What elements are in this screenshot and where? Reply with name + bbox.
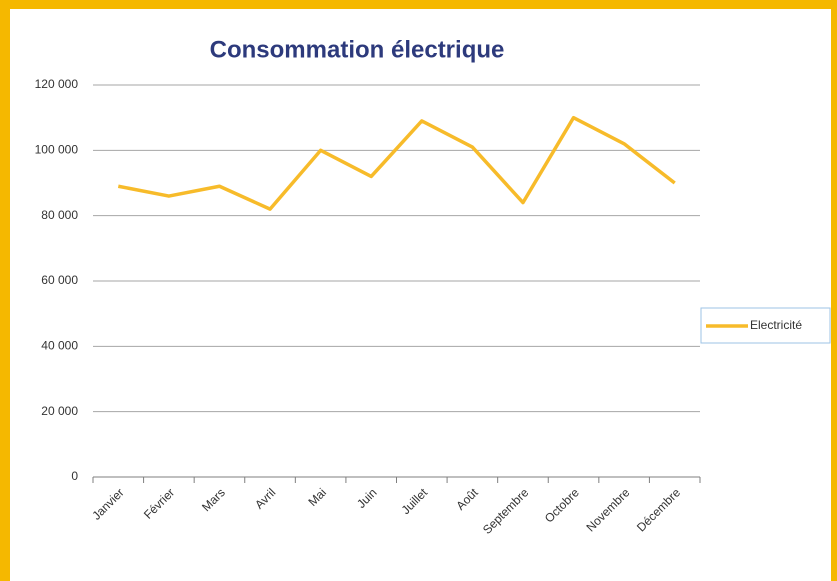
y-tick-label: 40 000 [41, 339, 78, 353]
x-tick-label: Mai [305, 485, 329, 509]
x-tick-label: Février [141, 485, 177, 521]
chart-title: Consommation électrique [210, 36, 505, 63]
x-tick-label: Juin [354, 485, 379, 510]
x-tick-label: Mars [199, 485, 228, 514]
y-tick-label: 60 000 [41, 273, 78, 287]
x-tick-label: Janvier [89, 485, 126, 522]
data-line [117, 115, 676, 211]
x-tick-label: Septembre [480, 485, 532, 537]
x-tick-label: Juillet [399, 485, 431, 517]
x-tick-label: Octobre [542, 485, 582, 525]
x-tick-label: Avril [252, 485, 278, 511]
y-tick-label: 20 000 [41, 404, 78, 418]
y-tick-label: 0 [71, 469, 78, 483]
x-tick-label: Août [453, 485, 481, 513]
y-tick-label: 80 000 [41, 208, 78, 222]
x-tick-label: Novembre [583, 485, 632, 534]
y-tick-label: 100 000 [35, 143, 79, 157]
legend-label: Electricité [750, 318, 802, 332]
y-tick-label: 120 000 [35, 77, 79, 91]
x-tick-label: Décembre [634, 485, 683, 534]
